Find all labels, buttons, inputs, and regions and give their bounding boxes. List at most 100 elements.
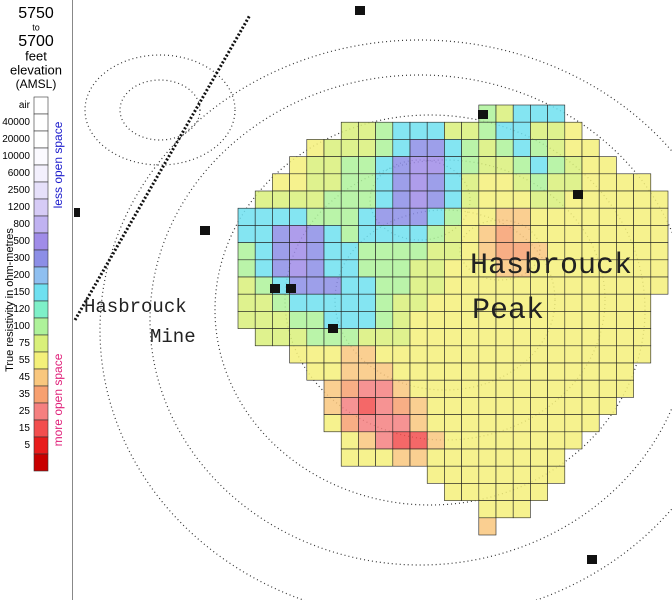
legend-swatch [33, 402, 49, 421]
grid-cell [444, 483, 462, 501]
grid-cell [478, 414, 497, 433]
grid-cell [495, 104, 514, 123]
grid-cell [272, 328, 290, 347]
grid-cell [426, 345, 445, 364]
grid-cell [547, 345, 566, 364]
lower-note: more open space [51, 353, 65, 446]
grid-cell [323, 293, 342, 312]
grid-cell [392, 328, 411, 347]
grid-cell [444, 311, 462, 329]
grid-cell [426, 225, 445, 243]
grid-cell [358, 242, 376, 261]
grid-cell [633, 259, 652, 278]
grid-cell [478, 190, 497, 209]
grid-cell [461, 173, 480, 192]
grid-cell [564, 397, 583, 415]
grid-cell [375, 207, 394, 226]
grid-cell [598, 328, 617, 347]
grid-cell [650, 276, 669, 295]
joiner: to [32, 22, 40, 32]
grid-cell [306, 156, 325, 175]
grid-cell [409, 293, 428, 312]
grid-cell [444, 156, 462, 175]
grid-cell [564, 414, 583, 433]
grid-cell [547, 311, 566, 329]
grid-cell [392, 242, 411, 261]
grid-cell [426, 465, 445, 484]
grid-cell [409, 173, 428, 192]
grid-cell [512, 483, 531, 501]
grid-cell [633, 242, 652, 261]
grid-cell [461, 121, 480, 140]
grid-cell [358, 397, 376, 415]
grid-cell [306, 242, 325, 261]
grid-cell [598, 207, 617, 226]
grid-cell [444, 397, 462, 415]
grid-cell [237, 293, 256, 312]
grid-cell [495, 328, 514, 347]
grid-cell [512, 345, 531, 364]
legend: air 40000 20000 10000 6000 2500 1200 800 500 300 2… [2, 96, 49, 472]
grid-cell [512, 156, 531, 175]
grid-cell [461, 207, 480, 226]
grid-cell [547, 190, 566, 209]
grid-cell [530, 156, 548, 175]
grid-cell [237, 207, 256, 226]
unit: feet [25, 48, 47, 63]
grid-cell [461, 448, 480, 467]
grid-cell [323, 190, 342, 209]
grid-cell [340, 276, 359, 295]
grid-cell [340, 431, 359, 450]
grid-cell [426, 328, 445, 347]
grid-cell [426, 156, 445, 175]
grid-cell [633, 276, 652, 295]
grid-cell [444, 276, 462, 295]
grid-cell [512, 362, 531, 381]
grid-cell [409, 362, 428, 381]
legend-label: 120 [13, 304, 30, 315]
grid-cell [340, 328, 359, 347]
grid-cell [530, 345, 548, 364]
grid-cell [530, 431, 548, 450]
grid-cell [598, 225, 617, 243]
grid-cell [392, 190, 411, 209]
grid-cell [358, 276, 376, 295]
grid-cell [358, 311, 376, 329]
grid-cell [375, 448, 394, 467]
map-label: Hasbrouck [470, 249, 632, 283]
legend-label: 75 [19, 338, 31, 349]
grid-cell [392, 173, 411, 192]
grid-cell [581, 328, 600, 347]
grid-cell [444, 225, 462, 243]
grid-cell [495, 173, 514, 192]
legend-swatch [33, 419, 49, 438]
grid-cell [375, 225, 394, 243]
grid-cell [530, 173, 548, 192]
grid-cell [616, 293, 634, 312]
grid-cell [547, 207, 566, 226]
grid-cell [289, 293, 308, 312]
grid-cell [306, 190, 325, 209]
grid-cell [530, 139, 548, 157]
grid-cell [426, 276, 445, 295]
grid-cell [530, 190, 548, 209]
legend-label: 15 [19, 423, 31, 434]
legend-swatch [33, 351, 49, 370]
grid-cell [254, 242, 273, 261]
grid-cell [237, 225, 256, 243]
legend-label: 10000 [2, 151, 30, 162]
grid-cell [530, 465, 548, 484]
grid-cell [478, 139, 497, 157]
grid-cell [530, 362, 548, 381]
grid-cell [564, 362, 583, 381]
grid-cell [409, 276, 428, 295]
grid-cell [289, 259, 308, 278]
grid-cell [426, 431, 445, 450]
grid-cell [426, 242, 445, 261]
grid-cell [633, 173, 652, 192]
grid-cell [650, 225, 669, 243]
legend-swatch [33, 436, 49, 455]
grid-cell [633, 190, 652, 209]
grid-cell [461, 156, 480, 175]
grid-cell [409, 121, 428, 140]
